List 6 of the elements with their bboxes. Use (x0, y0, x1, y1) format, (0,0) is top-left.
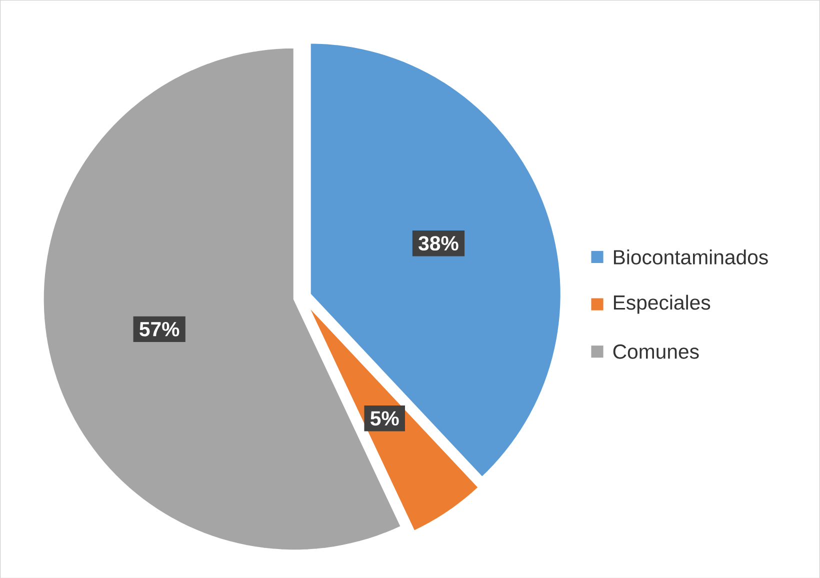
data-label: 57% (140, 322, 180, 336)
data-label: 5% (370, 411, 399, 426)
legend-label: Especiales (614, 294, 710, 314)
data-label: 38% (418, 236, 458, 250)
legend-label: Comunes (613, 344, 699, 359)
legend-label: Biocontaminados (614, 249, 768, 264)
